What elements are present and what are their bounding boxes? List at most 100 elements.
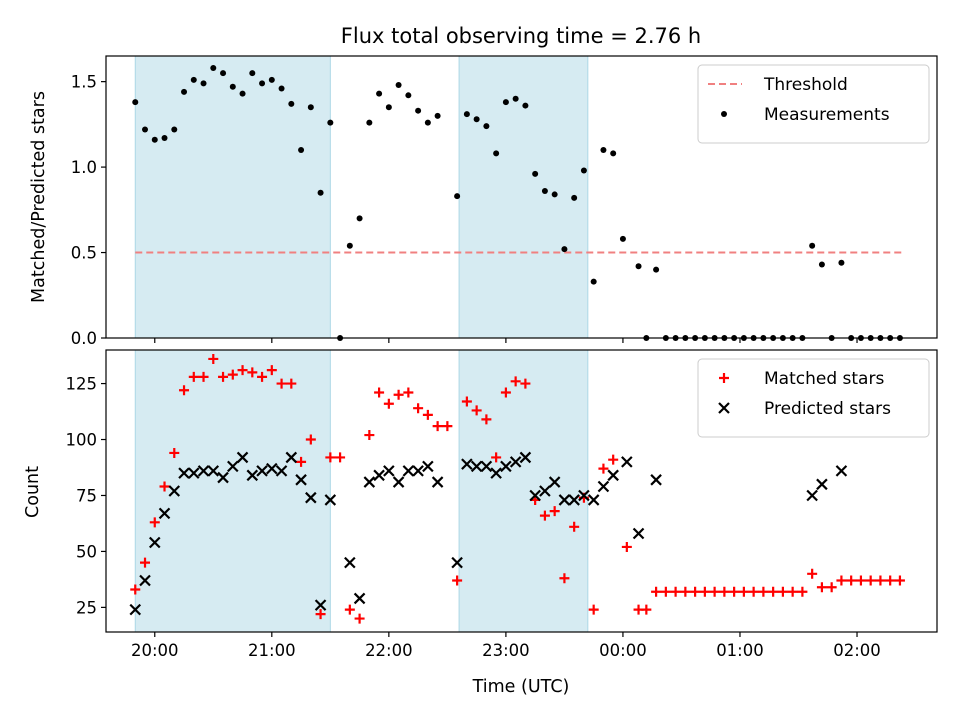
measurements-point	[171, 126, 178, 133]
matched-stars-point	[149, 517, 160, 528]
predicted-stars-point	[578, 489, 590, 502]
ratio-y-tick-label: 0.0	[71, 329, 97, 348]
matched-stars-point	[855, 575, 866, 586]
matched-stars-point	[247, 367, 258, 378]
predicted-stars-point	[392, 476, 405, 488]
matched-stars-point	[344, 604, 355, 615]
predicted-stars-point	[461, 458, 473, 470]
measurements-point	[551, 191, 558, 198]
matched-stars-point	[690, 586, 701, 597]
matched-stars-point	[709, 586, 720, 597]
predicted-stars-point	[558, 494, 571, 506]
predicted-stars-point	[129, 603, 142, 616]
matched-stars-point	[227, 369, 238, 380]
predicted-stars-point	[305, 491, 317, 504]
matched-stars-point	[169, 447, 180, 458]
predicted-stars-point	[227, 460, 239, 473]
predicted-stars-point	[207, 465, 220, 477]
matched-stars-point	[500, 387, 511, 398]
predicted-stars-point	[266, 462, 278, 475]
matched-stars-point	[510, 376, 521, 387]
predicted-stars-point	[835, 465, 848, 477]
predicted-stars-point	[539, 485, 551, 497]
ratio-y-axis-label: Matched/Predicted stars	[29, 91, 49, 303]
count-panel-shaded-intervals	[134, 349, 589, 633]
shaded-interval	[458, 349, 589, 633]
x-tick-label: 21:00	[248, 641, 296, 660]
matched-stars-point	[276, 378, 287, 389]
predicted-stars-point	[353, 592, 366, 605]
measurements-point	[590, 278, 597, 285]
matched-stars-point	[758, 586, 769, 597]
measurements-point	[220, 70, 227, 77]
legend-dot-handle	[721, 111, 727, 117]
measurements-point	[580, 167, 587, 174]
matched-stars-point	[422, 409, 433, 420]
matched-stars-point	[315, 609, 326, 620]
ratio-y-tick-label: 0.5	[71, 244, 97, 263]
predicted-stars-point	[363, 476, 376, 488]
predicted-stars-point	[587, 494, 600, 506]
matched-stars-point	[719, 586, 730, 597]
ratio-y-tick-label: 1.5	[71, 73, 97, 92]
predicted-stars-point	[197, 465, 210, 477]
measurements-point	[424, 119, 431, 126]
matched-stars-point	[374, 387, 385, 398]
measurements-point	[818, 261, 825, 268]
measurements-point	[288, 100, 295, 107]
measurements-point	[635, 263, 642, 270]
matched-stars-point	[159, 481, 170, 492]
legend-label: Matched stars	[764, 369, 884, 389]
predicted-stars-point	[383, 465, 395, 477]
matched-stars-point	[218, 371, 229, 382]
matched-stars-point	[738, 586, 749, 597]
legend-label: Threshold	[763, 75, 848, 95]
matched-stars-point	[807, 568, 818, 579]
x-tick-label: 23:00	[482, 641, 530, 660]
legend-label: Measurements	[764, 105, 890, 125]
count-y-tick-label: 75	[76, 486, 97, 505]
measurements-point	[200, 80, 207, 87]
matched-stars-point	[598, 463, 609, 474]
measurements-point	[454, 193, 461, 200]
predicted-stars-point	[412, 465, 424, 477]
count-y-axis-label: Count	[23, 466, 43, 518]
measurements-point	[463, 111, 470, 118]
matched-stars-point	[797, 586, 808, 597]
matched-stars-point	[413, 403, 424, 414]
count-legend: Matched stars Predicted stars	[697, 358, 930, 438]
legend-label: Predicted stars	[764, 399, 891, 419]
measurements-point	[522, 102, 529, 109]
ratio-panel: 0.0 0.5 1.0 1.5 Matched/Predicted stars Thr…	[29, 55, 938, 348]
measurements-point	[142, 126, 149, 133]
matched-stars-point	[836, 575, 847, 586]
ratio-panel-shaded-intervals	[134, 55, 589, 339]
measurements-point	[502, 99, 509, 106]
matched-stars-point	[777, 586, 788, 597]
predicted-stars-point	[275, 465, 288, 477]
measurements-point	[239, 90, 246, 97]
matched-stars-point	[894, 575, 905, 586]
predicted-stars-point	[480, 460, 493, 473]
ratio-y-tick-label: 1.0	[71, 158, 97, 177]
predicted-stars-point	[529, 489, 541, 502]
measurements-point	[151, 136, 158, 143]
measurements-point	[356, 215, 363, 222]
matched-stars-point	[588, 604, 599, 615]
matched-stars-point	[208, 353, 219, 364]
measurements-point	[259, 80, 266, 87]
predicted-stars-point	[632, 527, 645, 540]
predicted-stars-point	[519, 451, 532, 464]
matched-stars-point	[471, 405, 482, 416]
measurements-point	[181, 88, 188, 95]
predicted-stars-point	[607, 469, 619, 482]
matched-stars-point	[846, 575, 857, 586]
measurements-point	[434, 112, 441, 119]
matched-stars-point	[651, 586, 662, 597]
matched-stars-point	[826, 582, 837, 593]
count-y-tick-label: 25	[76, 598, 97, 617]
predicted-stars-point	[217, 471, 229, 484]
measurements-point	[190, 76, 197, 83]
measurements-point	[473, 116, 480, 123]
